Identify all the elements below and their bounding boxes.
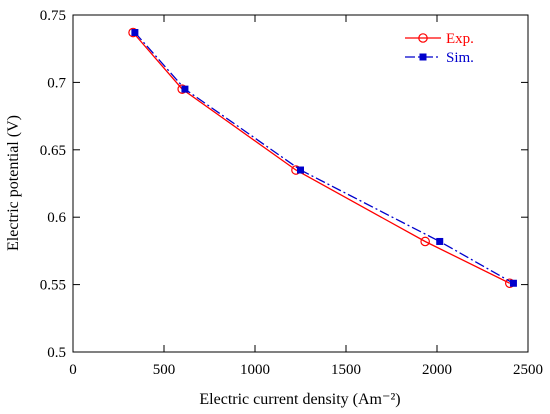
y-tick-label: 0.65 [40, 143, 66, 159]
data-point-sim [131, 29, 139, 37]
y-axis-label: Electric potential (V) [5, 115, 22, 251]
legend-marker-sim [419, 53, 427, 61]
x-tick-label: 2000 [422, 362, 452, 378]
y-tick-label: 0.75 [40, 8, 66, 24]
x-tick-label: 1500 [331, 362, 361, 378]
data-point-sim [297, 166, 304, 174]
y-tick-label: 0.7 [47, 75, 66, 91]
x-tick-label: 2500 [513, 362, 543, 378]
x-axis-label: Electric current density (Am⁻²) [199, 391, 400, 408]
legend: Exp. Sim. [405, 31, 474, 66]
legend-label-1: Sim. [446, 50, 474, 66]
y-tick-label: 0.5 [47, 345, 66, 361]
x-tick-label: 1000 [240, 362, 270, 378]
x-tick-label: 0 [69, 362, 77, 378]
x-axis-ticks: 0 500 1000 1500 2000 2500 [69, 15, 543, 378]
y-axis-ticks: 0.5 0.55 0.6 0.65 0.7 0.75 [40, 8, 528, 361]
y-tick-label: 0.55 [40, 278, 66, 294]
data-point-exp [420, 236, 430, 247]
series-line-0 [132, 32, 511, 284]
legend-marker-exp [418, 33, 428, 43]
series-layer [128, 27, 517, 289]
data-point-sim [181, 85, 189, 93]
plot-area [72, 14, 529, 353]
y-tick-label: 0.6 [47, 210, 66, 226]
legend-label-0: Exp. [446, 31, 474, 47]
data-point-sim [509, 279, 517, 287]
data-point-sim [436, 237, 444, 245]
x-tick-label: 500 [153, 362, 176, 378]
